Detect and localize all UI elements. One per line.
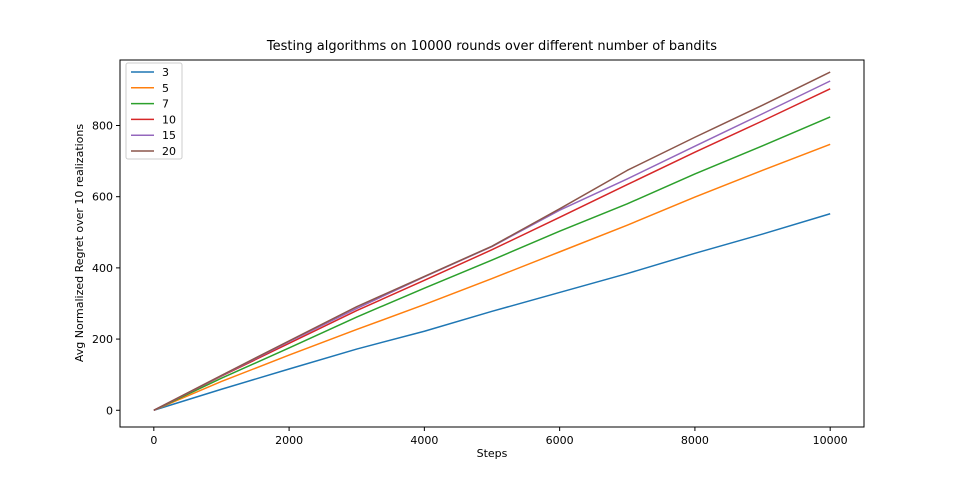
legend-label-5: 5 [162, 82, 169, 95]
x-axis-label: Steps [477, 447, 508, 460]
x-axis-ticks: 0 2000 4000 6000 8000 10000 [150, 427, 848, 447]
series-line-10 [153, 88, 831, 411]
y-axis-label: Avg Normalized Regret over 10 realizatio… [73, 124, 86, 363]
series-line-3 [153, 213, 831, 411]
y-tick-label: 0 [106, 404, 113, 417]
series-line-5 [153, 143, 831, 411]
y-tick-label: 600 [92, 191, 113, 204]
series-line-7 [153, 116, 831, 411]
y-tick-label: 400 [92, 262, 113, 275]
x-tick-label: 4000 [410, 434, 438, 447]
y-axis-ticks: 0 200 400 600 800 [92, 119, 120, 417]
x-tick-label: 10000 [813, 434, 848, 447]
y-tick-label: 800 [92, 119, 113, 132]
plot-lines [153, 71, 831, 411]
legend-label-15: 15 [162, 129, 176, 142]
legend: 3 5 7 10 15 20 [125, 62, 183, 160]
x-tick-label: 6000 [546, 434, 574, 447]
legend-label-10: 10 [162, 113, 176, 126]
legend-label-20: 20 [162, 145, 176, 158]
chart-title: Testing algorithms on 10000 rounds over … [266, 39, 717, 54]
x-tick-label: 8000 [681, 434, 709, 447]
x-tick-label: 2000 [275, 434, 303, 447]
y-tick-label: 200 [92, 333, 113, 346]
legend-label-7: 7 [162, 98, 169, 111]
legend-label-3: 3 [162, 66, 169, 79]
series-line-20 [153, 71, 831, 411]
plot-frame [119, 59, 865, 428]
x-tick-label: 0 [150, 434, 157, 447]
